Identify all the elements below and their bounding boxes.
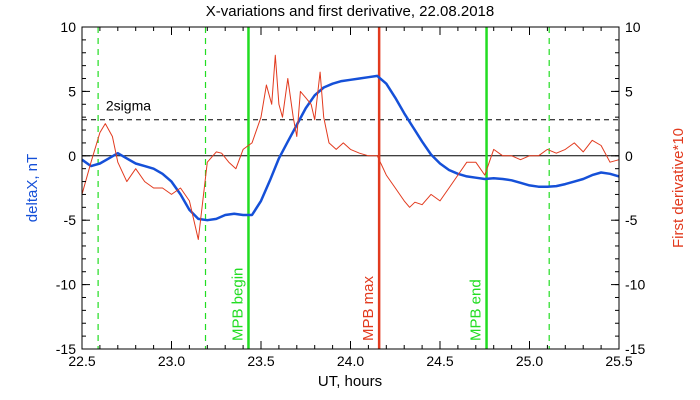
vline-label-2: MPB begin — [229, 268, 246, 341]
x-tick-label-1: 23.0 — [158, 353, 185, 369]
y-tick-label-right-5: -15 — [625, 341, 645, 357]
x-tick-label-4: 24.5 — [426, 353, 453, 369]
y-tick-label-right-2: 0 — [625, 148, 633, 164]
y-tick-label-left-1: 5 — [68, 83, 76, 99]
x-tick-label-0: 22.5 — [68, 353, 95, 369]
y-tick-label-right-4: -10 — [625, 277, 645, 293]
vline-label-4: MPB end — [468, 279, 485, 341]
y-tick-label-left-5: -15 — [56, 341, 76, 357]
series-deltaX — [81, 74, 620, 222]
y-axis-title-right: First derivative*10 — [670, 128, 687, 248]
y-tick-label-right-0: 10 — [625, 19, 641, 35]
x-tick-label-3: 24.0 — [337, 353, 364, 369]
y-tick-label-left-3: -5 — [64, 212, 77, 228]
chart-title: X-variations and first derivative, 22.08… — [206, 3, 495, 20]
vline-label-3: MPB max — [360, 275, 377, 341]
x-tick-label-5: 25.0 — [516, 353, 543, 369]
y-tick-label-left-2: 0 — [68, 148, 76, 164]
axes: 22.5 23.0 23.5 24.0 24.5 25.0 25.5 10 10 5 5 0 0 -5 -5… — [56, 19, 646, 369]
event-markers: MPB begin MPB max MPB end — [97, 27, 550, 349]
y-tick-label-right-3: -5 — [625, 212, 638, 228]
sigma-label: 2sigma — [106, 98, 151, 114]
series-derivative — [81, 54, 620, 240]
x-axis-title: UT, hours — [318, 373, 382, 390]
x-tick-label-6: 25.5 — [605, 353, 632, 369]
y-axis-title-left: deltaX, nT — [24, 154, 41, 222]
y-tick-label-left-0: 10 — [60, 19, 76, 35]
x-tick-label-2: 23.5 — [247, 353, 274, 369]
y-tick-label-right-1: 5 — [625, 83, 633, 99]
y-tick-label-left-4: -10 — [56, 277, 76, 293]
series-layer — [81, 54, 620, 240]
